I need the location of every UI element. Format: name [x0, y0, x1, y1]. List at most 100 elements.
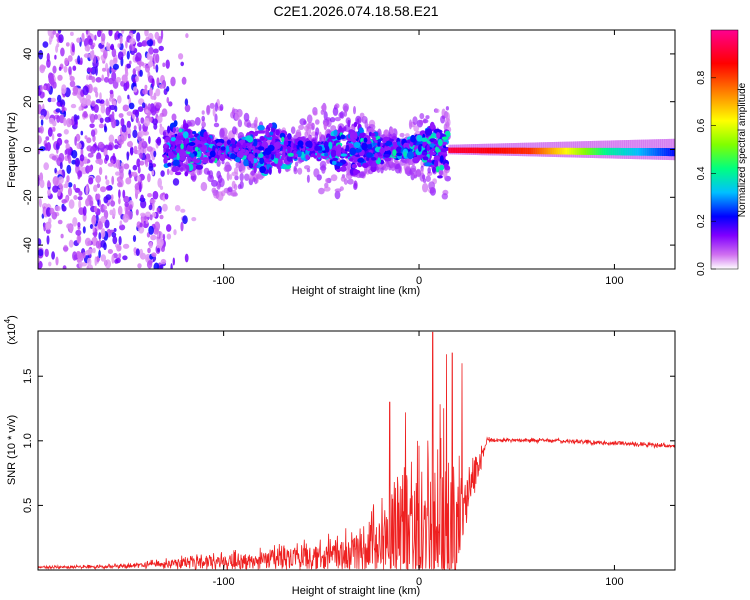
heatmap-cell — [105, 106, 111, 116]
heatmap-cell — [72, 65, 77, 71]
heatmap-cell — [180, 221, 184, 232]
colorbar-tick-label: 0.8 — [696, 70, 707, 84]
heatmap-cell — [389, 127, 395, 135]
heatmap-cell — [351, 138, 357, 143]
heatmap-cell — [148, 162, 154, 169]
heatmap-cell — [111, 175, 115, 185]
heatmap-cell — [178, 128, 182, 133]
heatmap-cell — [593, 147, 597, 155]
heatmap-cell — [164, 193, 169, 200]
heatmap-cell — [661, 148, 665, 156]
heatmap-cell — [117, 205, 123, 216]
heatmap-cell — [109, 104, 116, 111]
heatmap-cell — [178, 53, 184, 60]
heatmap-cell — [328, 141, 333, 150]
heatmap-cell — [197, 143, 203, 148]
heatmap-cell — [73, 195, 78, 200]
heatmap-cell — [311, 122, 315, 130]
heatmap-cell — [412, 156, 420, 164]
heatmap-cell — [95, 240, 100, 249]
heatmap-cell — [100, 104, 106, 114]
heatmap-cell — [57, 219, 63, 225]
heatmap-cell — [188, 119, 196, 127]
heatmap-cell — [441, 136, 449, 140]
heatmap-cell — [137, 166, 141, 174]
heatmap-cell — [320, 104, 327, 111]
heatmap-cell — [46, 235, 50, 245]
y-tick-label: 1.0 — [22, 433, 34, 448]
heatmap-cell — [428, 181, 435, 190]
heatmap-cell — [567, 147, 571, 155]
colorbar-gradient — [710, 29, 739, 270]
heatmap-cell — [631, 148, 635, 156]
heatmap-cell — [578, 147, 582, 155]
heatmap-cell — [257, 153, 264, 158]
heatmap-cell — [418, 144, 422, 152]
heatmap-cell — [384, 146, 391, 151]
heatmap-cell — [126, 120, 131, 129]
heatmap-cell — [188, 142, 196, 146]
heatmap-cell — [348, 157, 354, 162]
heatmap-cell — [44, 248, 49, 258]
heatmap-cell — [595, 147, 599, 155]
heatmap-cell — [56, 137, 63, 146]
heatmap-cell — [48, 261, 52, 267]
heatmap-cell — [100, 216, 106, 224]
heatmap-cell — [323, 186, 331, 192]
heatmap-cell — [101, 74, 104, 81]
heatmap-cell — [257, 124, 265, 131]
heatmap-cell — [358, 171, 365, 179]
heatmap-cell — [542, 147, 546, 155]
heatmap-cell — [105, 98, 109, 107]
heatmap-cell — [63, 110, 67, 118]
heatmap-cell — [122, 243, 130, 249]
heatmap-cell — [225, 145, 230, 153]
heatmap-cell — [139, 160, 145, 166]
heatmap-cell — [290, 126, 296, 134]
heatmap-cell — [625, 148, 629, 156]
heatmap-cell — [145, 64, 150, 73]
heatmap-cell — [96, 183, 101, 189]
heatmap-cell — [77, 222, 81, 228]
heatmap-cell — [230, 153, 236, 160]
heatmap-cell — [186, 164, 190, 173]
heatmap-cell — [104, 116, 111, 123]
heatmap-cell — [614, 147, 618, 156]
heatmap-cell — [258, 141, 262, 146]
heatmap-cell — [123, 195, 130, 203]
heatmap-cell — [522, 147, 526, 154]
heatmap-cell — [421, 174, 426, 180]
heatmap-cell — [145, 211, 151, 218]
heatmap-cell — [132, 235, 137, 242]
heatmap-cell — [182, 215, 188, 225]
heatmap-cell — [124, 70, 129, 78]
heatmap-cell — [571, 147, 575, 155]
heatmap-cell — [231, 143, 237, 149]
heatmap-cell — [342, 103, 349, 112]
heatmap-cell — [68, 199, 75, 209]
heatmap-cell — [624, 148, 628, 156]
heatmap-cell — [259, 166, 266, 174]
heatmap-cell — [264, 158, 268, 163]
heatmap-cell — [113, 228, 117, 232]
heatmap-cell — [97, 30, 102, 38]
heatmap-cell — [268, 123, 273, 128]
heatmap-cell — [163, 143, 168, 149]
heatmap-cell — [219, 128, 225, 139]
heatmap-cell — [629, 148, 633, 156]
heatmap-cell — [281, 136, 285, 142]
figure-title: C2E1.2026.074.18.58.E21 — [273, 3, 438, 19]
heatmap-cell — [145, 109, 149, 114]
heatmap-cell — [124, 201, 129, 208]
heatmap-cell — [108, 77, 114, 85]
heatmap-cell — [371, 132, 376, 137]
heatmap-cell — [94, 34, 97, 41]
heatmap-cell — [168, 151, 175, 159]
heatmap-cell — [147, 61, 154, 68]
heatmap-cell — [469, 147, 473, 154]
heatmap-cell — [179, 156, 186, 161]
heatmap-cell — [139, 182, 142, 193]
heatmap-cell — [639, 148, 643, 156]
heatmap-cell — [335, 149, 342, 157]
x-tick-label: -100 — [213, 576, 235, 588]
